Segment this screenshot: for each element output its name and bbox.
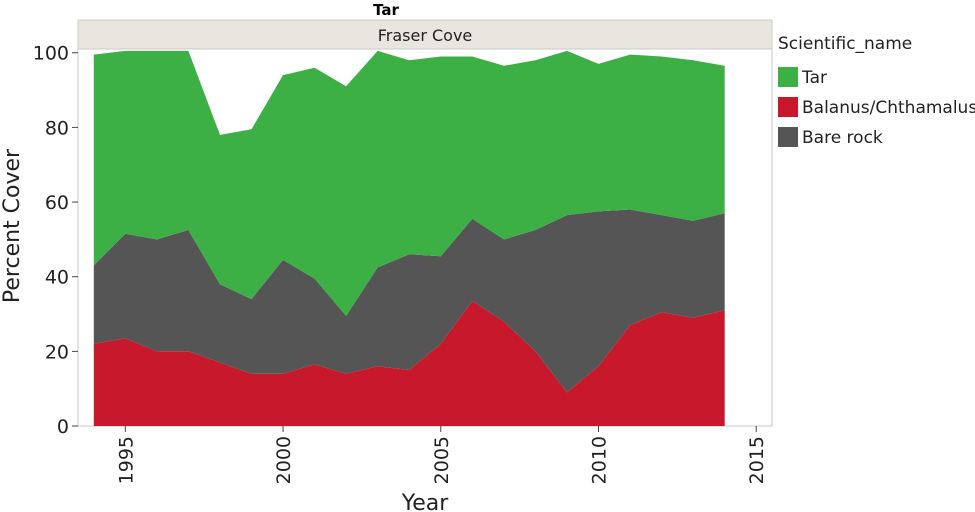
x-tick-label: 2015 [746,436,768,484]
x-tick-label: 2010 [589,436,611,484]
area-balanus-chthamalus [93,301,725,426]
y-tick-label: 0 [57,416,69,438]
y-axis-title: Percent Cover [0,148,25,303]
legend-swatch-balanus-chthamalus [778,97,798,117]
area-tar [93,50,725,316]
y-axis: 0 20 40 60 80 100 [33,43,78,438]
facet-strip [77,19,773,50]
legend: Scientific_name Tar Balanus/Chthamalus Bar… [778,34,975,148]
y-tick-label: 40 [45,267,69,289]
legend-label-balanus-chthamalus: Balanus/Chthamalus [802,98,975,118]
area-series-group [93,50,725,426]
y-tick-label: 80 [45,117,69,139]
x-axis: 1995 2000 2005 2010 2015 [115,426,768,484]
x-axis-title: Year [401,491,450,512]
legend-swatch-bare-rock [778,127,798,147]
legend-label-bare-rock: Bare rock [802,128,883,148]
chart-title: Tar [373,1,399,19]
area-bare-rock [93,209,725,393]
facet-strip-label: Fraser Cove [378,26,473,45]
legend-label-tar: Tar [801,68,827,88]
x-tick-label: 2000 [273,436,295,484]
x-tick-label: 2005 [431,436,453,484]
y-tick-label: 60 [45,192,69,214]
x-tick-label: 1995 [115,436,137,484]
y-tick-label: 20 [45,341,69,363]
legend-title: Scientific_name [778,34,912,54]
legend-swatch-tar [778,67,798,87]
y-tick-label: 100 [33,43,69,65]
